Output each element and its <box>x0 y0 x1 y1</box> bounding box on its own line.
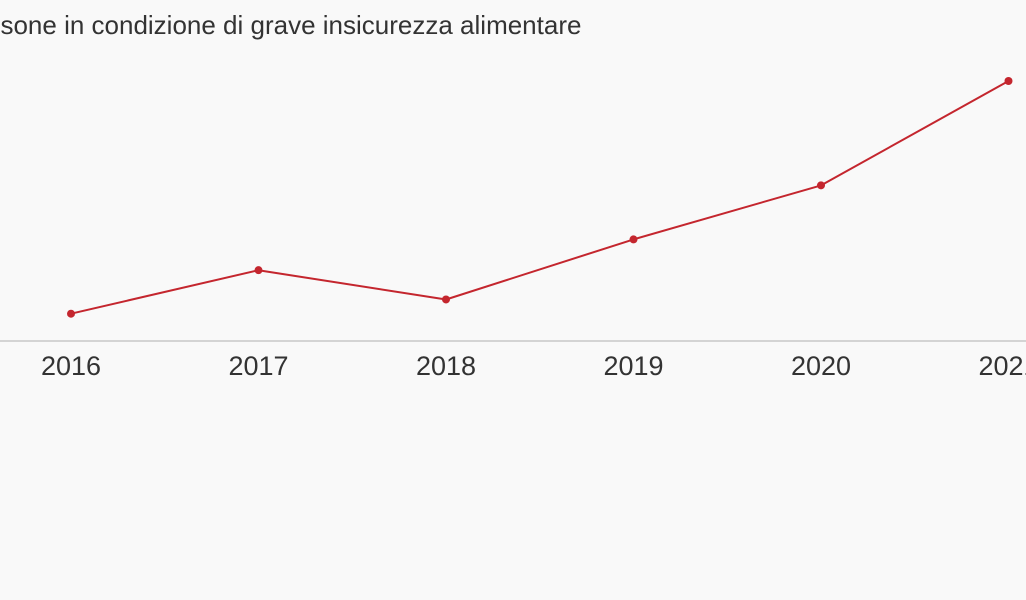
data-point-2016[interactable] <box>67 309 75 318</box>
x-tick-labels: 2016 2017 2018 2019 2020 2021 <box>41 351 1026 381</box>
chart-title: Persone in condizione di grave insicurez… <box>0 10 582 40</box>
x-tick-label-2019: 2019 <box>603 351 663 381</box>
data-point-2017[interactable] <box>254 266 263 275</box>
series-line <box>70 80 1009 315</box>
data-point-2019[interactable] <box>629 235 638 244</box>
x-tick-label-2021: 2021 <box>978 351 1026 381</box>
x-tick-label-2017: 2017 <box>228 351 288 381</box>
x-tick-label-2018: 2018 <box>416 351 476 381</box>
data-points <box>67 77 1013 318</box>
data-point-2021[interactable] <box>1004 77 1013 85</box>
x-tick-label-2020: 2020 <box>791 351 851 381</box>
data-point-2018[interactable] <box>442 295 450 304</box>
data-point-2020[interactable] <box>817 181 825 190</box>
x-tick-label-2016: 2016 <box>41 351 101 381</box>
series-line-layer <box>70 80 1009 315</box>
